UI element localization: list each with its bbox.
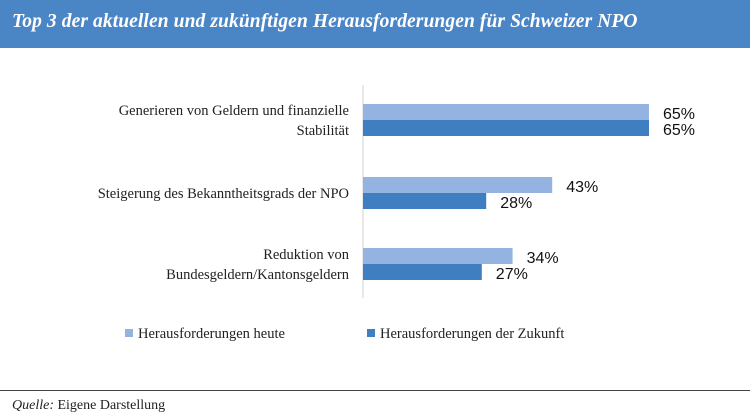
bar-heute — [363, 104, 649, 120]
title-bar: Top 3 der aktuellen und zukünftigen Hera… — [0, 0, 750, 48]
source-text: Eigene Darstellung — [57, 398, 166, 413]
legend-swatch — [125, 329, 133, 337]
category-labels: Generieren von Geldern und finanzielle St… — [98, 103, 350, 283]
category-label-line: Steigerung des Bekanntheitsgrads der NPO — [98, 186, 349, 202]
legend-label: Herausforderungen heute — [138, 326, 285, 342]
legend: Herausforderungen heute Herausforderungen… — [125, 326, 564, 342]
chart-title: Top 3 der aktuellen und zukünftigen Hera… — [12, 11, 638, 32]
legend-swatch — [367, 329, 375, 337]
data-label: 43% — [566, 179, 598, 196]
bar-zukunft — [363, 264, 482, 280]
category-label: Reduktion von Bundesgeldern/Kantonsgelder… — [166, 247, 350, 283]
category-label-line: Bundesgeldern/Kantonsgeldern — [166, 267, 350, 283]
category-label-line: Reduktion von — [263, 247, 350, 263]
data-label: 34% — [527, 250, 559, 267]
data-label: 65% — [663, 122, 695, 139]
value-labels: 65%65% 43% 28% 34%27% — [496, 106, 695, 283]
source-note: Quelle: Eigene Darstellung — [12, 398, 165, 414]
category-label-line: Stabilität — [297, 123, 349, 139]
category-label-line: Generieren von Geldern und finanzielle — [119, 103, 349, 119]
category-label: Generieren von Geldern und finanzielle St… — [119, 103, 349, 139]
bar-zukunft — [363, 120, 649, 136]
bar-zukunft — [363, 193, 487, 209]
source-label: Quelle: — [12, 398, 54, 413]
bars — [363, 104, 649, 280]
bar-chart: Generieren von Geldern und finanzielle St… — [98, 85, 695, 342]
footer-divider — [0, 390, 750, 391]
data-label: 27% — [496, 266, 528, 283]
legend-label: Herausforderungen der Zukunft — [380, 326, 564, 342]
data-label: 28% — [500, 195, 532, 212]
category-label: Steigerung des Bekanntheitsgrads der NPO — [98, 186, 349, 202]
bar-heute — [363, 248, 513, 264]
data-label: 65% — [663, 106, 695, 123]
bar-heute — [363, 177, 553, 193]
